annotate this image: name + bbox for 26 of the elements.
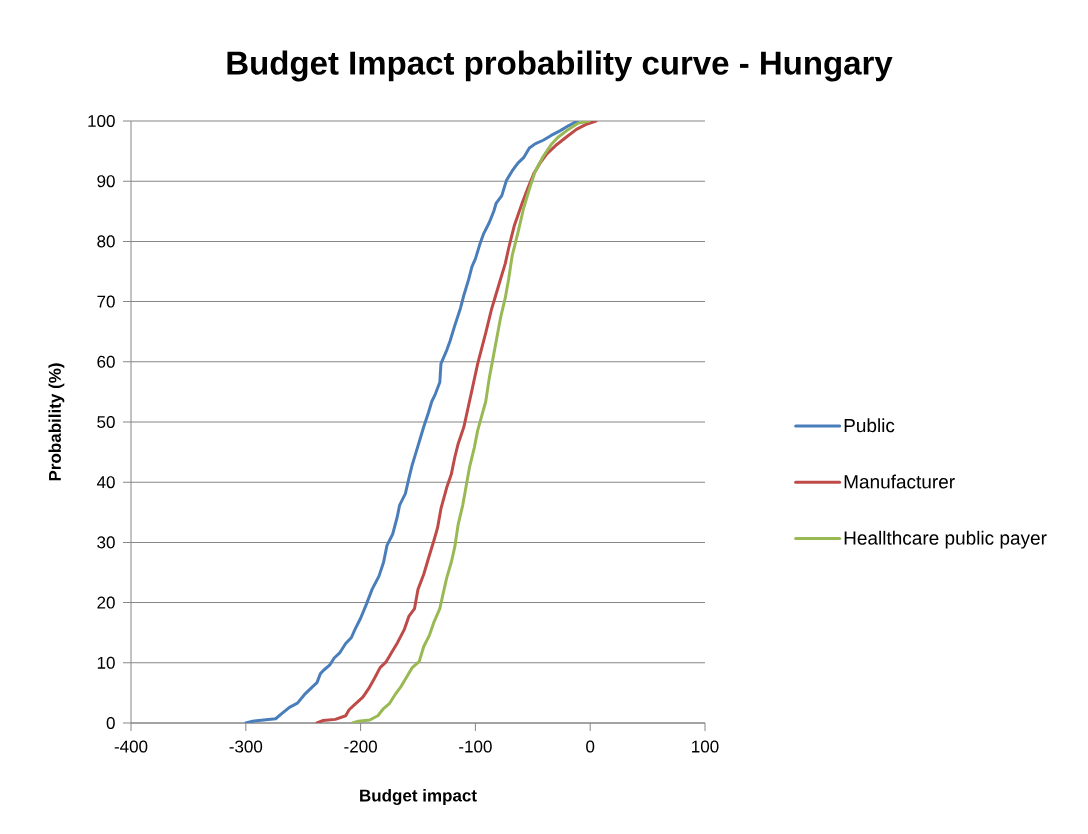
chart-title: Budget Impact probability curve - Hungary [227, 50, 893, 82]
y-tick-label: 0 [106, 716, 115, 730]
y-tick-label: 10 [97, 656, 115, 669]
x-tick-label: -100 [459, 740, 492, 753]
y-tick-label: 20 [97, 596, 115, 609]
y-tick-label: 70 [97, 295, 115, 308]
legend-label: Manufacturer [844, 474, 955, 489]
x-tick-label: 100 [692, 740, 719, 753]
y-tick-label: 80 [97, 235, 115, 248]
x-tick-label: -300 [229, 740, 263, 753]
x-axis-title: Budget impact [360, 789, 477, 805]
y-tick-label: 50 [97, 415, 115, 429]
line-series [244, 120, 580, 723]
y-axis-title: Probability (%) [48, 363, 65, 481]
x-tick-label: -400 [114, 740, 148, 753]
x-tick-label: -200 [344, 740, 377, 753]
line-series [315, 120, 598, 723]
line-series [351, 120, 591, 723]
y-tick-label: 100 [88, 114, 115, 128]
y-tick-label: 60 [97, 355, 115, 368]
x-tick-label: 0 [586, 740, 595, 753]
legend-label: Public [844, 418, 895, 433]
y-tick-label: 30 [97, 536, 115, 549]
y-tick-label: 40 [96, 476, 115, 489]
legend-label: Heallthcare public payer [844, 530, 1047, 549]
y-tick-label: 90 [97, 175, 115, 188]
